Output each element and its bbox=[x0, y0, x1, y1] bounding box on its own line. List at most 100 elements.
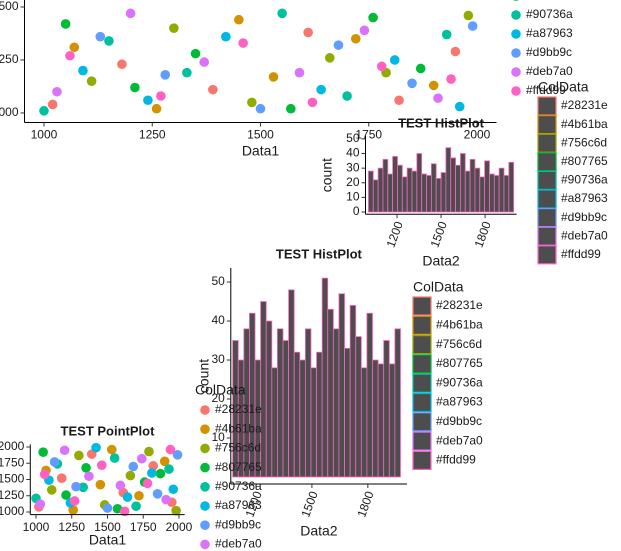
x-tick-label: 1750 bbox=[130, 520, 157, 534]
point bbox=[389, 55, 400, 65]
bar bbox=[460, 153, 466, 213]
point bbox=[61, 490, 71, 500]
point bbox=[454, 101, 465, 112]
point bbox=[415, 63, 426, 74]
bar bbox=[394, 328, 401, 478]
point bbox=[164, 464, 174, 474]
legend-label: #90736a bbox=[561, 173, 608, 187]
y-tick-label: 30 bbox=[211, 352, 225, 366]
point bbox=[172, 450, 183, 460]
x-axis-title: Data2 bbox=[422, 253, 460, 269]
legend-key bbox=[511, 10, 521, 20]
bar bbox=[344, 347, 351, 478]
legend-key bbox=[412, 412, 432, 432]
point bbox=[86, 76, 97, 86]
x-tick-label: 1250 bbox=[139, 128, 166, 142]
point bbox=[130, 82, 140, 93]
bar bbox=[464, 170, 471, 213]
y-tick-label: 20 bbox=[346, 175, 360, 189]
legend-label: #4b61ba bbox=[561, 117, 608, 131]
legend-label: #ffdd99 bbox=[561, 247, 601, 261]
point bbox=[155, 468, 166, 479]
x-tick-label: 1250 bbox=[58, 520, 85, 534]
legend-label: #deb7a0 bbox=[561, 228, 608, 242]
legend-key bbox=[200, 443, 210, 454]
x-tick-label: 1750 bbox=[355, 128, 382, 142]
point bbox=[95, 31, 106, 42]
bar bbox=[349, 305, 357, 478]
point bbox=[333, 40, 344, 50]
bar bbox=[401, 176, 408, 213]
point bbox=[151, 103, 162, 114]
bar bbox=[265, 320, 273, 478]
bar bbox=[479, 176, 486, 213]
point bbox=[102, 503, 113, 513]
legend-label: #deb7a0 bbox=[215, 537, 262, 551]
legend-label: #d9bb9c bbox=[526, 45, 572, 59]
point bbox=[71, 481, 81, 492]
bar bbox=[388, 363, 396, 478]
legend-key bbox=[200, 424, 210, 435]
y-tick-label: 30 bbox=[346, 160, 360, 174]
legend-title: ColData bbox=[413, 279, 464, 295]
legend-label: #a87963 bbox=[526, 26, 573, 40]
x-tick-label: 1000 bbox=[23, 520, 50, 534]
x-axis-title: Data1 bbox=[242, 143, 280, 159]
legend-label: #ffdd99 bbox=[526, 83, 566, 97]
bar bbox=[430, 163, 437, 213]
bar bbox=[360, 367, 368, 478]
legend-label: #d9bb9c bbox=[561, 210, 607, 224]
legend-key bbox=[412, 373, 432, 393]
bar bbox=[383, 340, 390, 478]
point bbox=[96, 460, 107, 471]
point bbox=[69, 496, 80, 506]
point bbox=[38, 447, 48, 458]
y-tick-label: 1000 bbox=[0, 504, 25, 518]
point bbox=[109, 453, 120, 463]
bar bbox=[382, 158, 389, 213]
legend-label: #807765 bbox=[436, 356, 483, 370]
legend-key bbox=[412, 335, 432, 355]
point bbox=[450, 46, 461, 57]
point bbox=[152, 489, 163, 499]
bar bbox=[316, 351, 323, 478]
point bbox=[137, 453, 147, 464]
y-tick-label: 50 bbox=[346, 131, 360, 145]
bar bbox=[508, 161, 515, 213]
legend-label: #756c6d bbox=[215, 441, 261, 455]
point bbox=[221, 31, 231, 42]
legend-label: #807765 bbox=[215, 460, 262, 474]
bar bbox=[377, 363, 385, 478]
x-tick-label: 1500 bbox=[298, 489, 320, 519]
y-tick-label: 20 bbox=[211, 391, 225, 405]
point bbox=[47, 99, 58, 110]
bar bbox=[321, 277, 329, 478]
x-tick-label: 2000 bbox=[166, 520, 193, 534]
bar bbox=[489, 173, 495, 213]
legend-key bbox=[511, 67, 521, 77]
x-tick-label: 1800 bbox=[354, 489, 376, 519]
bar bbox=[355, 336, 362, 478]
point bbox=[122, 492, 133, 502]
point bbox=[95, 479, 106, 490]
legend-key bbox=[412, 315, 432, 335]
point bbox=[160, 70, 171, 80]
legend-key bbox=[537, 133, 557, 153]
point bbox=[128, 461, 139, 472]
bar bbox=[366, 312, 373, 478]
point bbox=[49, 457, 60, 467]
point bbox=[142, 478, 153, 489]
y-tick-label: 1750 bbox=[0, 455, 25, 469]
bar bbox=[411, 170, 418, 213]
bar bbox=[304, 328, 312, 478]
point bbox=[441, 29, 452, 40]
legend-label: #deb7a0 bbox=[436, 433, 483, 447]
point bbox=[104, 36, 114, 46]
point bbox=[171, 505, 181, 516]
legend-key bbox=[200, 539, 210, 550]
point bbox=[39, 469, 50, 480]
legend-key bbox=[200, 462, 210, 473]
point bbox=[324, 53, 335, 63]
point bbox=[148, 461, 159, 471]
legend-label: #807765 bbox=[561, 154, 608, 168]
